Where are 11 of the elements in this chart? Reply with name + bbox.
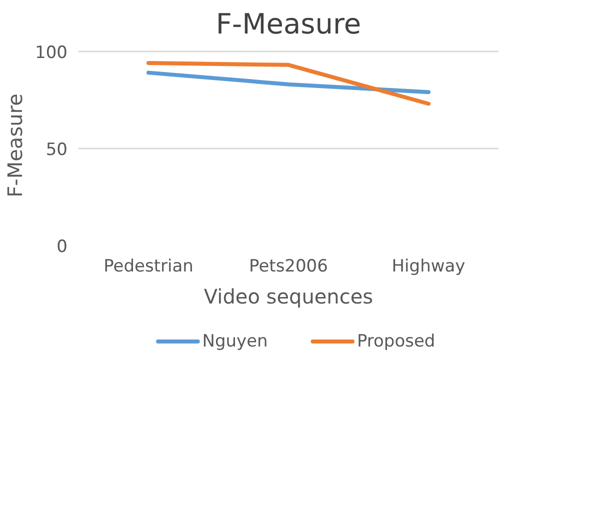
x-tick-label: Pedestrian [104,256,194,276]
y-axis-title: F-Measure [3,94,28,198]
chart-title: F-Measure [216,8,362,40]
x-axis-title: Video sequences [204,284,374,308]
y-tick-label: 50 [46,140,68,160]
y-tick-label: 0 [56,237,68,257]
x-tick-label: Pets2006 [249,256,328,276]
x-tick-label: Highway [392,256,466,276]
legend-label: Nguyen [202,332,268,352]
legend-label: Proposed [356,332,436,352]
y-tick-label: 100 [35,42,68,63]
